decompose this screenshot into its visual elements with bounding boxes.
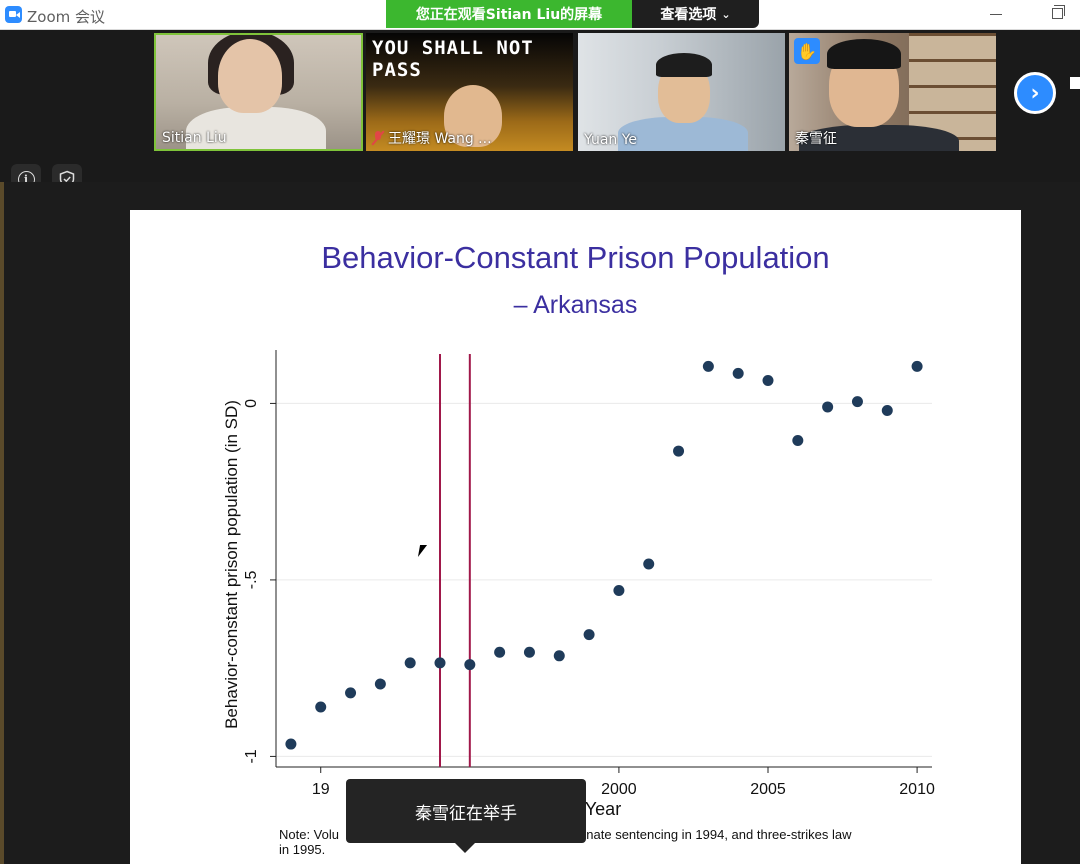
slide-title: Behavior-Constant Prison Population — [321, 240, 830, 275]
note-text-left: Note: Volu — [279, 827, 339, 842]
x-tick-label: 19 — [312, 781, 330, 798]
data-point — [583, 629, 595, 641]
participant-face — [218, 39, 282, 113]
note-text-right: erminate sentencing in 1994, and three-s… — [561, 827, 852, 842]
chevron-down-icon: ⌄ — [721, 7, 731, 21]
data-point — [732, 367, 744, 379]
slide-subtitle: – Arkansas — [513, 291, 638, 319]
participant-name-text: 王耀璟 Wang ... — [388, 131, 492, 147]
participant-hair — [656, 53, 712, 77]
data-point — [643, 558, 655, 570]
data-point — [673, 445, 685, 457]
view-options-label: 查看选项 — [660, 7, 717, 23]
participant-body — [186, 107, 326, 149]
participant-face — [444, 85, 502, 147]
data-point — [523, 646, 535, 658]
restore-button[interactable] — [1052, 5, 1065, 19]
minimize-button[interactable] — [990, 14, 1002, 15]
x-tick-label: 2005 — [750, 781, 786, 798]
data-point — [851, 396, 863, 408]
data-point — [494, 646, 506, 658]
presentation-slide: Behavior-Constant Prison Population – Ar… — [130, 210, 1021, 864]
x-axis-title: Year — [585, 799, 621, 819]
data-point — [374, 678, 386, 690]
participant-name: Yuan Ye — [584, 132, 638, 148]
notification-text: 秦雪征在举手 — [415, 803, 517, 824]
data-point — [464, 659, 476, 671]
slide-note: Note: Volu erminate sentencing in 1994, a… — [279, 827, 939, 857]
x-tick-label: 2000 — [601, 781, 637, 798]
data-point — [315, 701, 327, 713]
view-options-button[interactable]: 查看选项 ⌄ — [632, 0, 759, 28]
scatter-chart: 0 -.5 -1 19 2000 2005 2010 Behavior-constant pr… — [222, 350, 935, 819]
mic-muted-icon — [372, 131, 384, 145]
data-point — [702, 360, 714, 372]
participant-name: Sitian Liu — [162, 130, 227, 146]
video-tile-sitian-liu[interactable]: Sitian Liu — [154, 33, 363, 151]
note-text-line2: in 1995. — [279, 842, 326, 857]
video-tile-yuan-ye[interactable]: Yuan Ye — [578, 33, 785, 151]
data-point — [553, 650, 565, 662]
data-point — [285, 738, 297, 750]
y-tick-label: 0 — [243, 399, 260, 408]
window-title: Zoom 会议 — [27, 8, 106, 26]
video-tile-qin[interactable]: ✋ 秦雪征 — [789, 33, 996, 151]
raised-hand-icon: ✋ — [794, 38, 820, 64]
shared-screen: Behavior-Constant Prison Population – Ar… — [0, 182, 1080, 864]
x-tick-label: 2010 — [899, 781, 935, 798]
data-point — [822, 401, 834, 413]
video-strip: Sitian Liu YOU SHALL NOT PASS 王耀璟 Wang .… — [0, 30, 1080, 182]
virtual-background-text: YOU SHALL NOT PASS — [372, 37, 534, 81]
y-axis-title: Behavior-constant prison population (in … — [222, 400, 241, 729]
screen-share-banner: 您正在观看Sitian Liu的屏幕 — [386, 0, 632, 28]
notification-arrow — [455, 843, 475, 853]
participant-hair — [827, 39, 901, 69]
data-point — [881, 404, 893, 416]
title-bar: Zoom 会议 您正在观看Sitian Liu的屏幕 查看选项 ⌄ — [0, 0, 1080, 30]
data-point — [613, 585, 625, 597]
y-tick-label: -1 — [243, 749, 260, 763]
participant-body — [799, 125, 959, 151]
zoom-app-icon — [5, 6, 22, 23]
next-page-button[interactable]: › — [1014, 72, 1056, 114]
data-point — [792, 434, 804, 446]
panel-edge — [1070, 77, 1080, 89]
chevron-right-icon: › — [1030, 80, 1040, 106]
data-point — [404, 657, 416, 669]
participant-name: 秦雪征 — [795, 131, 837, 147]
data-point — [345, 687, 357, 699]
data-point — [762, 374, 774, 386]
video-tile-wang[interactable]: YOU SHALL NOT PASS 王耀璟 Wang ... — [366, 33, 573, 151]
data-point — [911, 360, 923, 372]
y-tick-label: -.5 — [243, 570, 260, 589]
raise-hand-notification: 秦雪征在举手 — [346, 779, 586, 843]
participant-name: 王耀璟 Wang ... — [372, 128, 492, 148]
data-point — [434, 657, 446, 669]
